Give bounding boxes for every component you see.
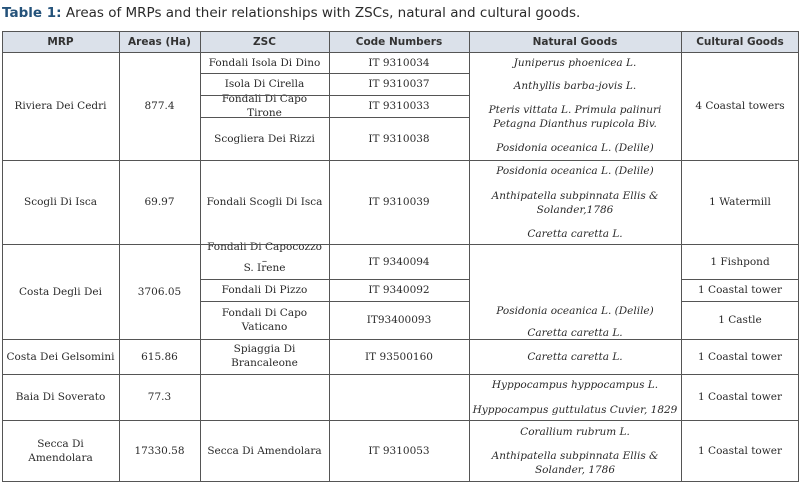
cell-zsc: Fondali Di Capo [221, 307, 308, 319]
cell-area-costa-degli-dei: 3706.05 [137, 285, 182, 298]
cell-natural-good: Posidonia oceanica L. (Delile) [496, 165, 654, 177]
cell-natural-good: Hyppocampus guttulatus Cuvier, 1829 [472, 404, 678, 416]
header-mrp: MRP [47, 35, 74, 48]
cell-zsc: Vaticano [241, 321, 288, 333]
cell-natural-good: Petagna Dianthus rupicola Biv. [493, 118, 657, 130]
cell-natural-good: Juniperus phoenicea L. [513, 57, 637, 69]
cell-zsc: Fondali Di Capocozzo – [207, 241, 322, 267]
cell-zsc: Fondali Isola Di Dino [208, 56, 321, 69]
cell-code: IT 9340092 [368, 284, 430, 296]
header-zsc: ZSC [253, 35, 276, 48]
cell-mrp-gelsomini: Costa Dei Gelsomini [6, 350, 115, 363]
cell-natural-good: Posidonia oceanica L. (Delile) [496, 305, 654, 317]
cell-area-soverato: 77.3 [147, 391, 172, 403]
header-code: Code Numbers [355, 35, 443, 48]
cell-code: IT 9340094 [368, 255, 430, 268]
caption-text: Areas of MRPs and their relationships wi… [65, 5, 581, 21]
cell-area-amendolara: 17330.58 [134, 444, 185, 457]
cell-zsc: Fondali Scogli Di Isca [206, 196, 323, 208]
cell-natural-good: Pteris vittata L. Primula palinuri [488, 104, 662, 116]
cell-zsc: Fondali Di Pizzo [221, 284, 308, 296]
cell-code: IT 9310038 [368, 132, 430, 145]
cell-natural-good: Hyppocampus hyppocampus L. [491, 379, 659, 391]
data-table: MRP Areas (Ha) ZSC Code Numbers Natural … [2, 31, 799, 482]
cell-zsc: Fondali Di Capo Tirone [221, 93, 308, 119]
header-natural-goods: Natural Goods [532, 35, 618, 48]
cell-zsc: Scogliera Dei Rizzi [214, 132, 315, 145]
cell-natural-good: Solander,1786 [536, 204, 614, 216]
cell-code: IT 93500160 [365, 350, 433, 363]
cell-cultural-soverato: 1 Coastal tower [698, 391, 782, 403]
cell-code: IT93400093 [366, 314, 432, 326]
cell-area-riviera: 877.4 [144, 100, 175, 112]
cell-mrp-amendolara: Amendolara [28, 452, 93, 464]
cell-zsc: Secca Di Amendolara [207, 444, 322, 457]
cell-cultural-amendolara: 1 Coastal tower [698, 444, 782, 457]
cell-code: IT 9310034 [368, 56, 430, 69]
cell-area-isca: 69.97 [144, 196, 175, 208]
header-area: Areas (Ha) [128, 35, 191, 48]
cell-mrp-soverato: Baia Di Soverato [15, 391, 106, 403]
cell-natural-good: Anthyllis barba-jovis L. [513, 80, 637, 92]
cell-natural-good: Caretta caretta L. [527, 228, 623, 240]
cell-zsc: S. Irene [243, 262, 286, 274]
cell-mrp-amendolara: Secca Di [37, 438, 84, 450]
cell-natural-good: Posidonia oceanica L. (Delile) [496, 142, 654, 154]
cell-code: IT 9310039 [368, 196, 430, 208]
cell-natural-good: Caretta caretta L. [527, 350, 623, 363]
cell-cultural-riviera: 4 Coastal towers [695, 100, 785, 112]
header-cultural-goods: Cultural Goods [696, 35, 784, 48]
cell-cultural-costa-degli-dei: 1 Castle [718, 314, 762, 326]
cell-cultural-isca: 1 Watermill [709, 196, 771, 208]
caption-label: Table 1: [2, 5, 62, 21]
cell-natural-good: Anthipatella subpinnata Ellis & [491, 190, 659, 202]
cell-cultural-gelsomini: 1 Coastal tower [698, 350, 782, 363]
cell-area-gelsomini: 615.86 [141, 350, 178, 363]
cell-code: IT 9310037 [368, 78, 430, 90]
cell-zsc: Brancaleone [231, 357, 298, 369]
cell-natural-good: Solander, 1786 [534, 464, 616, 476]
table-caption: Table 1: Areas of MRPs and their relatio… [2, 5, 580, 21]
cell-mrp-costa-degli-dei: Costa Degli Dei [19, 285, 102, 298]
cell-code: IT 9310033 [368, 100, 430, 112]
cell-natural-good: Corallium rubrum L. [520, 426, 630, 438]
cell-cultural-costa-degli-dei: 1 Coastal tower [698, 284, 782, 296]
cell-cultural-costa-degli-dei: 1 Fishpond [710, 255, 770, 268]
cell-mrp-isca: Scogli Di Isca [24, 196, 97, 208]
cell-zsc: Spiaggia Di [233, 343, 296, 355]
cell-code: IT 9310053 [368, 444, 430, 457]
cell-mrp-riviera: Riviera Dei Cedri [14, 100, 107, 112]
cell-natural-good: Anthipatella subpinnata Ellis & [491, 450, 659, 462]
